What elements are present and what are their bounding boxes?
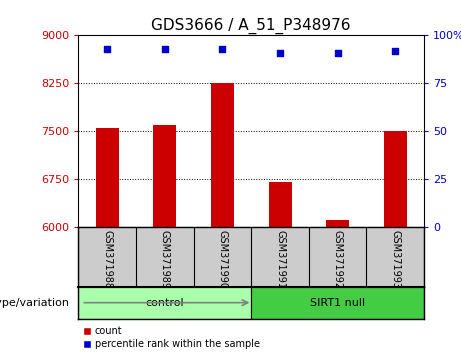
Point [161, 46, 169, 52]
Bar [251, 287, 424, 319]
Text: genotype/variation: genotype/variation [0, 298, 69, 308]
Title: GDS3666 / A_51_P348976: GDS3666 / A_51_P348976 [152, 18, 351, 34]
Legend: count, percentile rank within the sample: count, percentile rank within the sample [83, 326, 260, 349]
Point [334, 50, 341, 56]
Text: SIRT1 null: SIRT1 null [310, 298, 365, 308]
Bar [268, 182, 291, 227]
Point [103, 46, 111, 52]
Bar [96, 128, 118, 227]
Bar [78, 287, 251, 319]
Text: GSM371993: GSM371993 [390, 230, 400, 289]
Bar [326, 220, 349, 227]
Text: GSM371989: GSM371989 [160, 230, 170, 289]
Bar [153, 125, 176, 227]
Point [277, 50, 284, 56]
Point [219, 46, 226, 52]
Text: control: control [146, 298, 184, 308]
Bar [384, 131, 407, 227]
Text: GSM371991: GSM371991 [275, 230, 285, 289]
Point [392, 48, 399, 53]
Bar [211, 83, 234, 227]
Text: GSM371992: GSM371992 [333, 230, 343, 289]
Text: GSM371990: GSM371990 [218, 230, 227, 289]
Text: GSM371988: GSM371988 [102, 230, 112, 289]
